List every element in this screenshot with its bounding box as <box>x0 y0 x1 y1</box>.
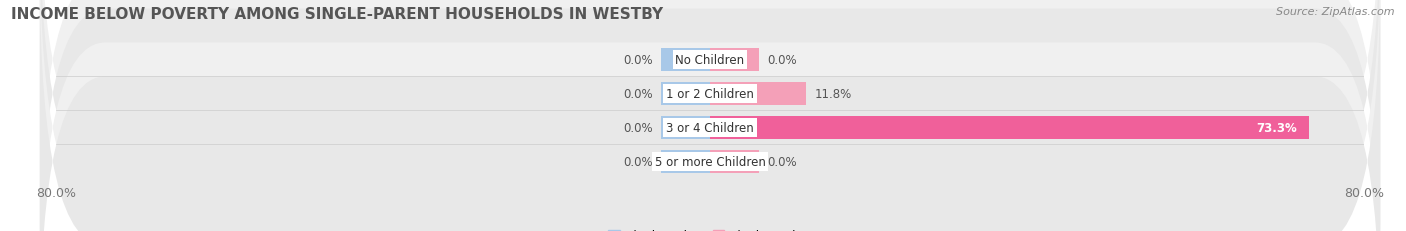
Text: INCOME BELOW POVERTY AMONG SINGLE-PARENT HOUSEHOLDS IN WESTBY: INCOME BELOW POVERTY AMONG SINGLE-PARENT… <box>11 7 664 22</box>
Text: 5 or more Children: 5 or more Children <box>655 155 765 168</box>
Bar <box>710 150 759 173</box>
Legend: Single Father, Single Mother: Single Father, Single Mother <box>603 224 817 231</box>
Bar <box>710 116 1309 139</box>
Text: 0.0%: 0.0% <box>768 155 797 168</box>
Bar <box>661 82 710 106</box>
Text: 0.0%: 0.0% <box>623 155 652 168</box>
Text: 73.3%: 73.3% <box>1256 121 1296 134</box>
FancyBboxPatch shape <box>39 0 1381 231</box>
Text: 0.0%: 0.0% <box>623 88 652 100</box>
FancyBboxPatch shape <box>39 0 1381 231</box>
Text: 0.0%: 0.0% <box>623 121 652 134</box>
Text: 0.0%: 0.0% <box>768 54 797 67</box>
Text: 0.0%: 0.0% <box>623 54 652 67</box>
Bar <box>710 49 759 72</box>
FancyBboxPatch shape <box>39 0 1381 231</box>
Text: Source: ZipAtlas.com: Source: ZipAtlas.com <box>1277 7 1395 17</box>
Text: No Children: No Children <box>675 54 745 67</box>
Bar <box>661 116 710 139</box>
Text: 11.8%: 11.8% <box>814 88 852 100</box>
Text: 1 or 2 Children: 1 or 2 Children <box>666 88 754 100</box>
Bar <box>661 49 710 72</box>
Bar <box>710 82 807 106</box>
Bar <box>661 150 710 173</box>
FancyBboxPatch shape <box>39 0 1381 231</box>
Text: 3 or 4 Children: 3 or 4 Children <box>666 121 754 134</box>
